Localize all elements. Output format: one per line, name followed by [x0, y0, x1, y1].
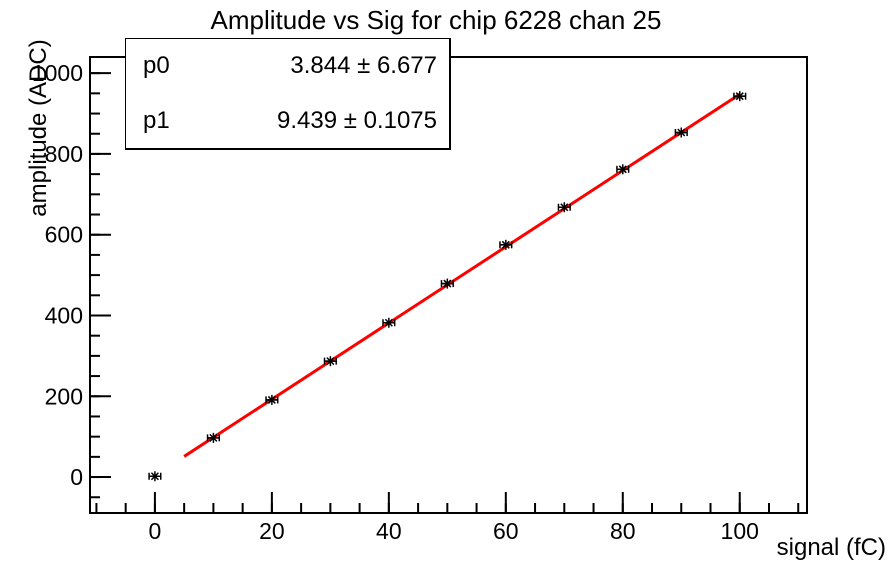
fit-stats-box: p0 3.844 ± 6.677 p1 9.439 ± 0.1075 — [125, 38, 451, 150]
marker-asterisk — [618, 165, 627, 174]
y-tick-label: 600 — [45, 222, 83, 248]
marker-asterisk — [501, 240, 510, 249]
x-axis-title: signal (fC) — [776, 534, 886, 561]
x-tick-label: 20 — [259, 518, 285, 544]
y-axis-title: amplitude (ADC) — [25, 39, 52, 217]
marker-asterisk — [443, 279, 452, 288]
y-tick-label: 0 — [70, 464, 83, 490]
y-tick-label: 800 — [45, 141, 83, 167]
marker-asterisk — [326, 357, 335, 366]
param-value-p0: 3.844 ± 6.677 — [290, 52, 437, 80]
y-tick-label: 400 — [45, 302, 83, 328]
param-value-p1: 9.439 ± 0.1075 — [277, 106, 437, 134]
fit-line — [183, 93, 741, 458]
marker-asterisk — [735, 92, 744, 101]
marker-asterisk — [384, 318, 393, 327]
marker-asterisk — [209, 433, 218, 442]
param-name-p1: p1 — [143, 106, 170, 134]
marker-asterisk — [677, 128, 686, 137]
param-name-p0: p0 — [143, 52, 170, 80]
marker-asterisk — [560, 203, 569, 212]
marker-asterisk — [267, 395, 276, 404]
marker-asterisk — [150, 472, 159, 481]
stats-row-p0: p0 3.844 ± 6.677 — [126, 39, 449, 94]
y-tick-label: 200 — [45, 383, 83, 409]
x-tick-label: 80 — [610, 518, 636, 544]
plot-title: Amplitude vs Sig for chip 6228 chan 25 — [210, 5, 662, 35]
x-tick-label: 100 — [721, 518, 759, 544]
y-tick-label: 1000 — [32, 60, 83, 86]
x-tick-label: 0 — [149, 518, 162, 544]
stats-row-p1: p1 9.439 ± 0.1075 — [126, 94, 449, 149]
x-tick-label: 40 — [376, 518, 402, 544]
x-tick-label: 60 — [493, 518, 519, 544]
